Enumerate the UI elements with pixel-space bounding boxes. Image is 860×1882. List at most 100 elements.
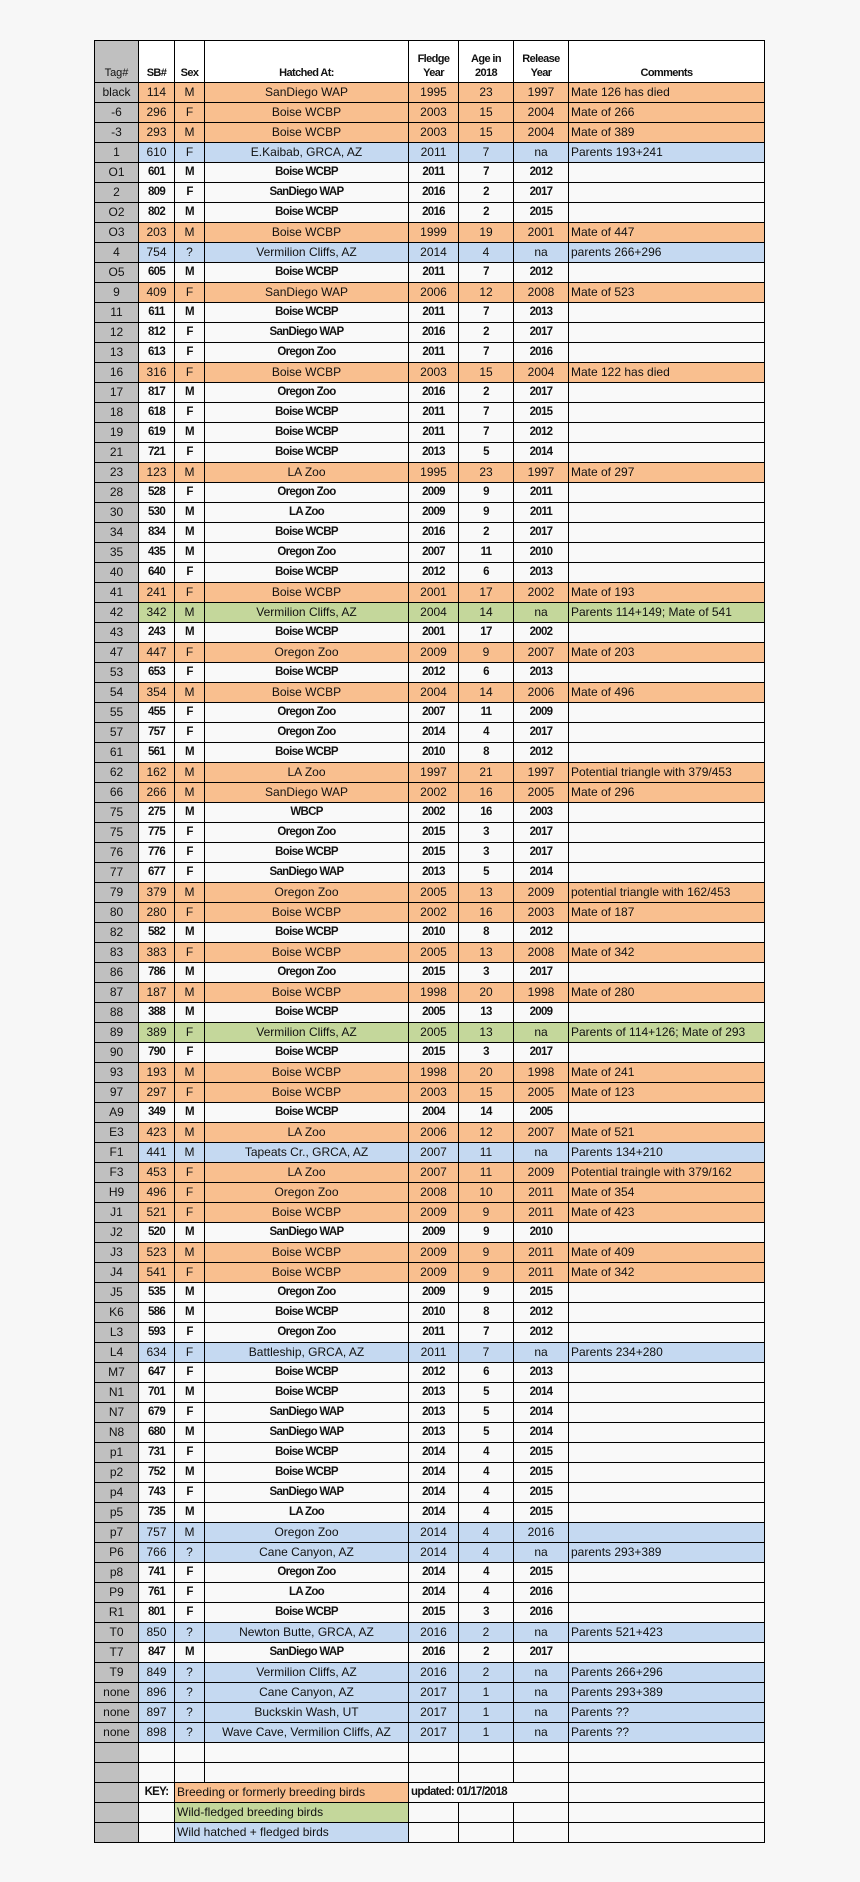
cell-comments (568, 862, 765, 883)
cell-sb-number: 586 (138, 1302, 175, 1323)
cell-sb-number: 701 (138, 1382, 175, 1403)
cell-fledge-year: 2014 (408, 1522, 459, 1543)
cell-hatched-at: Oregon Zoo (204, 1182, 409, 1203)
table-row: R1 801 F Boise WCBP 2015 3 2016 (94, 1602, 765, 1623)
cell-hatched-at: Boise WCBP (204, 942, 409, 963)
cell-sex: M (174, 782, 205, 803)
cell-fledge-year: 2002 (408, 802, 459, 823)
cell-comments: Mate of 342 (568, 1262, 765, 1283)
cell-hatched-at: Oregon Zoo (204, 722, 409, 743)
table-row: p8 741 F Oregon Zoo 2014 4 2015 (94, 1562, 765, 1583)
cell-release-year: 2012 (513, 1322, 569, 1343)
header-hatched: Hatched At: (204, 40, 409, 83)
table-row: 4 754? Vermilion Cliffs, AZ 2014 4 na parents … (94, 242, 765, 263)
cell-tag: 87 (94, 982, 139, 1003)
cell-tag: 86 (94, 962, 139, 983)
cell-comments (568, 422, 765, 443)
cell-sex: F (174, 1262, 205, 1283)
cell-sb-number: 812 (138, 322, 175, 343)
cell-release-year: na (513, 1702, 569, 1723)
cell-comments (568, 542, 765, 563)
cell-fledge-year: 2011 (408, 402, 459, 423)
cell-hatched-at: Boise WCBP (204, 682, 409, 703)
cell-sb-number: 293 (138, 122, 175, 143)
cell-hatched-at: E.Kaibab, GRCA, AZ (204, 142, 409, 163)
cell-sex: F (174, 442, 205, 463)
cell-release-year: na (513, 1662, 569, 1683)
cell-sex: F (174, 842, 205, 863)
header-line: Age in (470, 53, 502, 65)
cell-fledge-year: 2011 (408, 422, 459, 443)
cell-comments (568, 1482, 765, 1503)
cell-hatched-at: Boise WCBP (204, 1602, 409, 1623)
cell-sb-number: 266 (138, 782, 175, 803)
cell-comments (568, 1562, 765, 1583)
table-row: 66 266 M SanDiego WAP 2002 16 2005 Mate of 296 (94, 782, 765, 803)
header-tag: Tag# (94, 40, 139, 83)
cell-sb-number: 409 (138, 282, 175, 303)
cell-sb-number: 834 (138, 522, 175, 543)
cell-fledge-year: 2014 (408, 1482, 459, 1503)
cell-tag: 28 (94, 482, 139, 503)
cell-age: 2 (458, 322, 514, 343)
cell-tag: P9 (94, 1582, 139, 1603)
key-breeding: Breeding or formerly breeding birds (174, 1782, 409, 1803)
cell-sex: F (174, 1182, 205, 1203)
cell (94, 1782, 139, 1803)
cell-sb-number: 679 (138, 1402, 175, 1423)
table-row: p5 735 M LA Zoo 2014 4 2015 (94, 1502, 765, 1523)
cell-sex: M (174, 462, 205, 483)
cell-comments (568, 1402, 765, 1423)
cell-fledge-year: 2007 (408, 702, 459, 723)
cell-fledge-year: 2004 (408, 682, 459, 703)
cell-release-year: 2017 (513, 822, 569, 843)
cell-hatched-at: Boise WCBP (204, 982, 409, 1003)
cell-hatched-at: Wave Cave, Vermilion Cliffs, AZ (204, 1722, 409, 1743)
cell-hatched-at: Oregon Zoo (204, 482, 409, 503)
cell-tag: O2 (94, 202, 139, 223)
table-row: O3 203 M Boise WCBP 1999 19 2001 Mate of 447 (94, 222, 765, 243)
cell-sex: M (174, 682, 205, 703)
cell-fledge-year: 2009 (408, 1202, 459, 1223)
cell-fledge-year: 2003 (408, 102, 459, 123)
cell-comments: Parents 234+280 (568, 1342, 765, 1363)
table-row: 34 834 M Boise WCBP 2016 2 2017 (94, 522, 765, 543)
cell-sb-number: 850 (138, 1622, 175, 1643)
cell-sb-number: 619 (138, 422, 175, 443)
cell-age: 8 (458, 1302, 514, 1323)
cell-fledge-year: 1995 (408, 462, 459, 483)
cell (513, 1762, 569, 1783)
cell-age: 13 (458, 1022, 514, 1043)
cell (174, 1742, 205, 1763)
blank-row (94, 1762, 765, 1783)
cell-release-year: 2016 (513, 1602, 569, 1623)
cell-age: 11 (458, 542, 514, 563)
cell-fledge-year: 2005 (408, 1002, 459, 1023)
cell-sb-number: 754 (138, 242, 175, 263)
table-row: p1 731 F Boise WCBP 2014 4 2015 (94, 1442, 765, 1463)
cell-fledge-year: 2016 (408, 382, 459, 403)
cell-sex: F (174, 1582, 205, 1603)
cell-age: 9 (458, 1282, 514, 1303)
cell-fledge-year: 2009 (408, 482, 459, 503)
cell-release-year: 1997 (513, 82, 569, 103)
cell-comments: Mate of 296 (568, 782, 765, 803)
cell-fledge-year: 2007 (408, 542, 459, 563)
cell-tag: J5 (94, 1282, 139, 1303)
cell (138, 1802, 175, 1823)
cell-sex: F (174, 1082, 205, 1103)
cell-sex: ? (174, 1682, 205, 1703)
cell-tag: F3 (94, 1162, 139, 1183)
cell-fledge-year: 2014 (408, 1562, 459, 1583)
cell-tag: F1 (94, 1142, 139, 1163)
table-row: 90 790 F Boise WCBP 2015 3 2017 (94, 1042, 765, 1063)
cell-tag: 90 (94, 1042, 139, 1063)
cell-comments (568, 1442, 765, 1463)
cell-sb-number: 610 (138, 142, 175, 163)
cell-hatched-at: LA Zoo (204, 1502, 409, 1523)
cell-sb-number: 809 (138, 182, 175, 203)
cell-sb-number: 896 (138, 1682, 175, 1703)
cell-fledge-year: 2009 (408, 642, 459, 663)
cell (204, 1742, 409, 1763)
cell-hatched-at: Boise WCBP (204, 902, 409, 923)
